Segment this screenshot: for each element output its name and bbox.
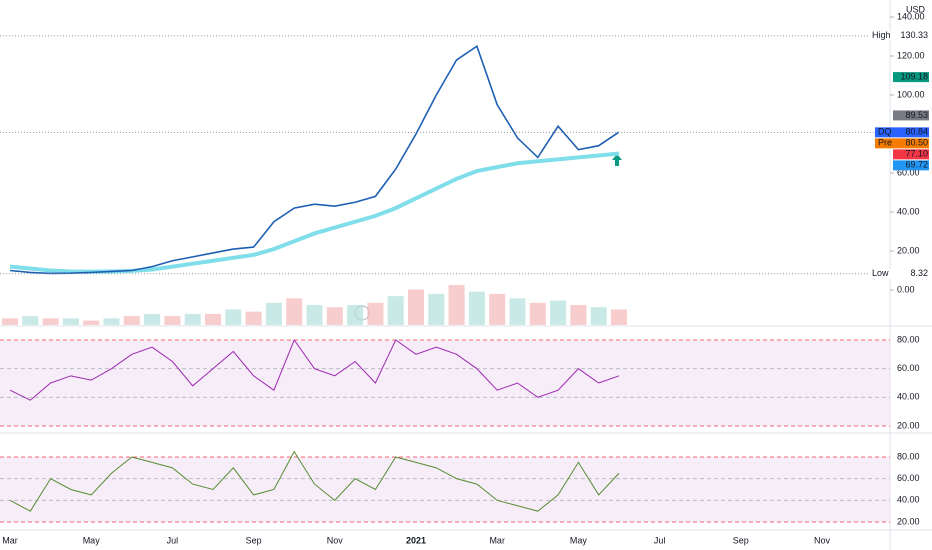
volume-bar (103, 318, 120, 325)
price-tag (893, 72, 929, 83)
price-tag (893, 30, 929, 41)
volume-bar (144, 313, 161, 325)
volume-bar (570, 305, 587, 325)
y-tick-label: 60.00 (897, 473, 920, 483)
y-tick-label: 120.00 (897, 50, 925, 60)
y-tick-label: 80.00 (897, 451, 920, 461)
volume-bar (164, 316, 181, 325)
volume-bar (408, 289, 424, 325)
volume-bar (529, 302, 546, 325)
y-tick-label: 40.00 (897, 206, 920, 216)
x-tick-label: 2021 (406, 535, 426, 545)
price-tag-label: 8.32 (910, 268, 928, 278)
price-tag (893, 127, 929, 138)
x-tick-label: May (83, 535, 101, 545)
x-tick-label: Jul (654, 535, 666, 545)
volume-bar (326, 307, 343, 325)
x-tick-label: Mar (2, 535, 18, 545)
volume-bar (367, 302, 384, 325)
volume-bar (42, 318, 59, 325)
oscillator-band (0, 457, 890, 522)
volume-bar (184, 313, 201, 325)
price-tag-name: Low (872, 268, 889, 278)
y-tick-label: 0.00 (897, 284, 915, 294)
volume-bar (347, 305, 364, 325)
volume-bar (550, 300, 567, 325)
y-tick-label: 20.00 (897, 245, 920, 255)
price-tag (893, 149, 929, 160)
price-tag (893, 110, 929, 121)
volume-bar (387, 296, 404, 325)
oscillator-line (9, 450, 620, 512)
y-tick-label: 140.00 (897, 11, 925, 21)
price-tag (893, 138, 929, 149)
volume-bar (611, 309, 627, 325)
y-tick-label: 40.00 (897, 392, 920, 402)
y-tick-label: 80.00 (897, 334, 920, 344)
volume-bar (468, 291, 485, 325)
price-tag-label: 80.84 (905, 127, 928, 137)
volume-bar (205, 313, 221, 325)
volume-bar (590, 307, 607, 325)
y-tick-label: 20.00 (897, 516, 920, 526)
volume-bar (286, 298, 303, 325)
price-tag (893, 268, 929, 279)
oscillator-line (9, 338, 620, 401)
volume-bar (489, 293, 506, 325)
volume-bar (62, 318, 79, 325)
y-tick-label: 60.00 (897, 167, 920, 177)
y-tick-label: 40.00 (897, 495, 920, 505)
x-tick-label: Mar (489, 535, 505, 545)
volume-bar (123, 316, 140, 325)
x-tick-label: May (570, 535, 588, 545)
volume-bar (509, 298, 526, 325)
currency: USD (906, 4, 926, 14)
price-tag-label: 89.53 (905, 110, 928, 120)
price-tag-name-bg (875, 138, 893, 149)
price-tag-name: Pre (878, 138, 892, 148)
x-tick-label: Nov (814, 535, 831, 545)
y-tick-label: 60.00 (897, 363, 920, 373)
volume-bar (265, 302, 282, 325)
price-tag-name: DQ (878, 127, 892, 137)
volume-bar (225, 309, 242, 325)
price-tag-name-bg (868, 30, 892, 41)
price-tag-name-bg (868, 268, 892, 279)
volume-bar (245, 311, 262, 325)
x-tick-label: Jul (167, 535, 179, 545)
volume-bar (306, 305, 323, 325)
price-tag-name: High (872, 30, 891, 40)
price-tag-label: 109.18 (900, 71, 928, 81)
y-tick-label: 20.00 (897, 420, 920, 430)
price-tag (893, 160, 929, 171)
oscillator-band (0, 340, 890, 426)
volume-bar (22, 316, 39, 325)
price-tag-name-bg (875, 127, 893, 138)
up-arrow (612, 154, 622, 166)
volume-bar (428, 293, 445, 325)
y-tick-label: 100.00 (897, 89, 925, 99)
price-tag-label: 130.33 (900, 30, 928, 40)
x-tick-label: Nov (327, 535, 344, 545)
x-tick-label: Sep (246, 535, 262, 545)
price-line (9, 45, 620, 275)
x-tick-label: Sep (733, 535, 749, 545)
volume-bar (83, 320, 100, 325)
price-tag-label: 69.72 (905, 160, 928, 170)
volume-bar (448, 285, 465, 325)
price-tag-label: 80.50 (905, 138, 928, 148)
price-tag-label: 77.10 (905, 149, 928, 159)
volume-bar (2, 318, 18, 325)
